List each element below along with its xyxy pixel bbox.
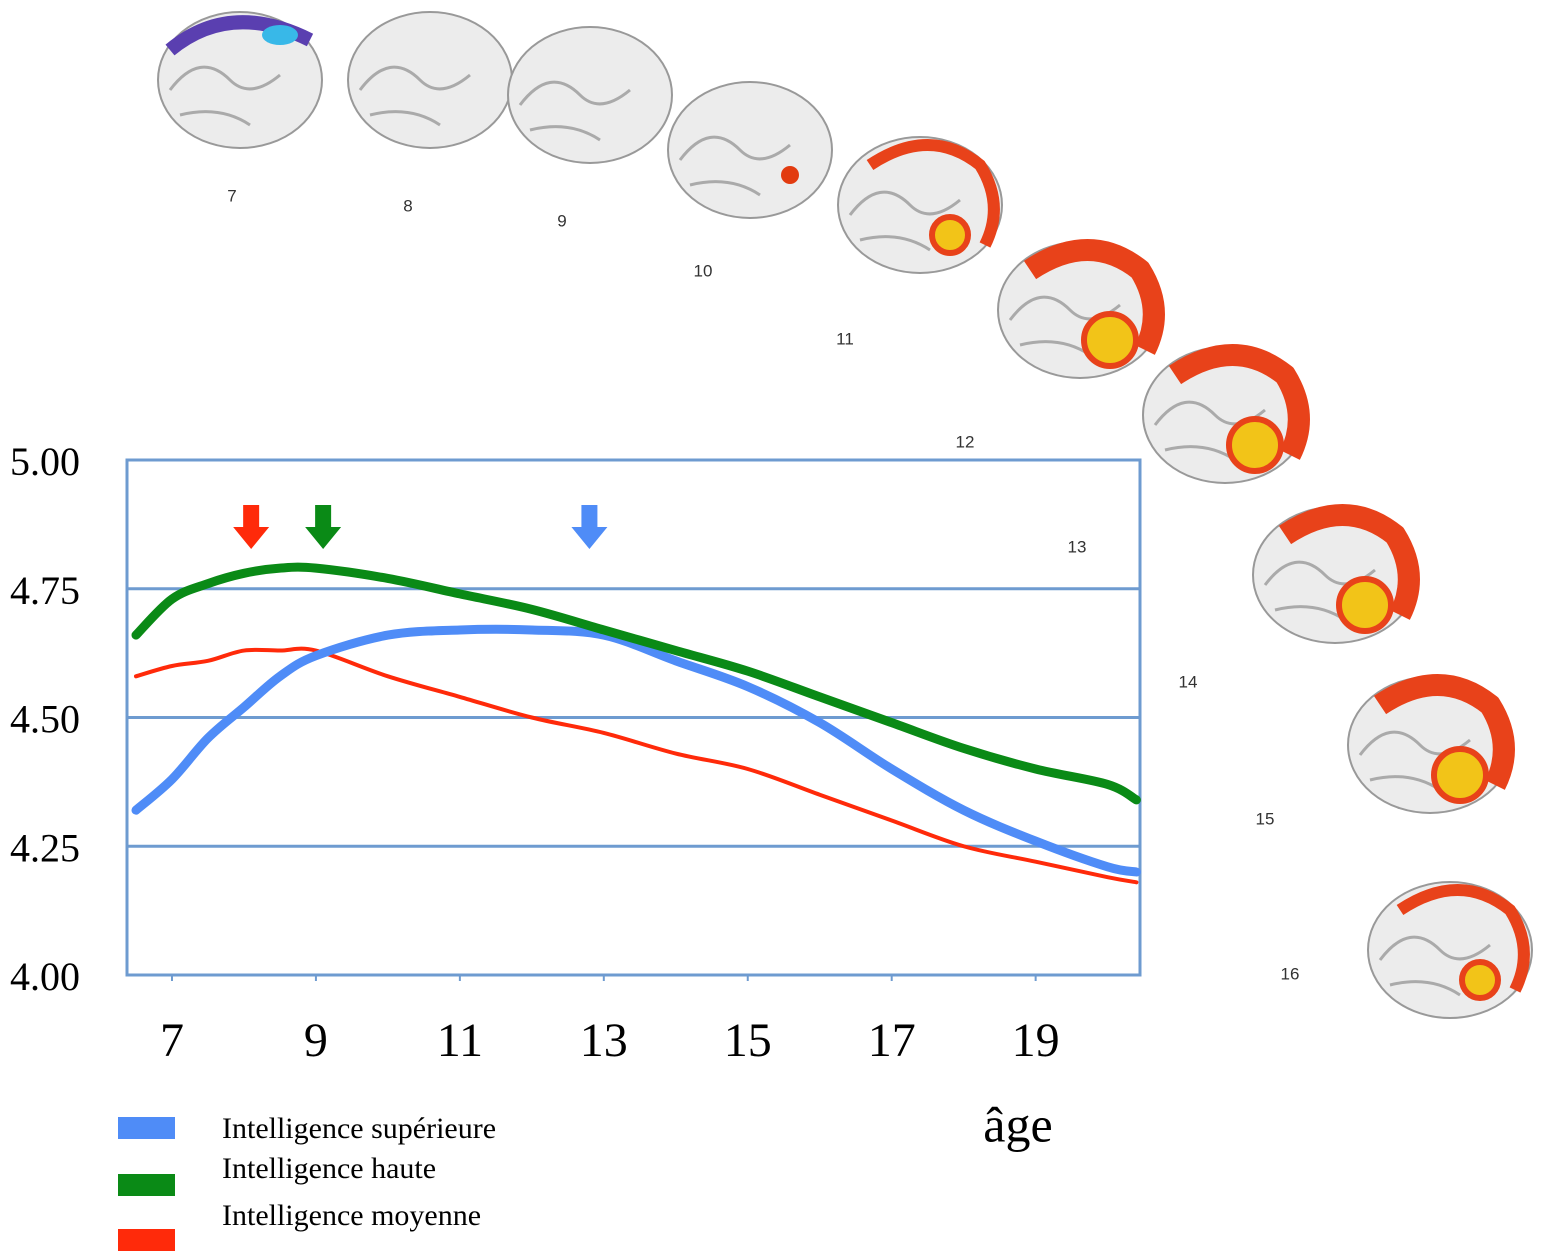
y-tick-label: 4.75 [10,568,80,613]
x-tick-label: 11 [437,1014,483,1067]
activation [1434,749,1486,801]
activation [781,166,799,184]
brain-age-label: 8 [403,196,412,215]
x-axis-title: âge [983,1096,1052,1152]
legend-swatch [118,1117,175,1139]
chart: âge 7 8 9 10 11 12 13 14 15 16 4.00 4.25 4.50 4.75 5.0… [0,0,1542,1255]
data-line [136,567,1136,800]
brain-age-label: 10 [694,261,713,280]
brain-image [508,27,672,163]
brain-image [998,242,1162,378]
brain-image [668,82,832,218]
brain-image [158,12,322,148]
y-tick-label: 5.00 [10,439,80,484]
brain-image [1368,882,1532,1018]
brain-age-label: 12 [956,432,975,451]
brain-age-label: 13 [1068,537,1087,556]
x-tick-label: 9 [304,1014,328,1067]
x-tick-label: 19 [1012,1014,1060,1067]
brain-image [838,137,1002,273]
data-line [136,629,1136,872]
y-tick-label: 4.25 [10,825,80,870]
y-tick-label: 4.50 [10,697,80,742]
brain-age-label: 14 [1179,672,1198,691]
activation [1229,419,1281,471]
x-tick-label: 7 [160,1014,184,1067]
peak-arrow [571,505,607,549]
peak-arrow [305,505,341,549]
activation [1084,314,1136,366]
x-tick-label: 13 [580,1014,628,1067]
brain-image [1143,347,1307,483]
peak-arrow [233,505,269,549]
brain-age-label: 15 [1256,809,1275,828]
legend-label: Intelligence haute [222,1152,436,1185]
x-tick-label: 15 [724,1014,772,1067]
x-tick-label: 17 [868,1014,916,1067]
legend-label: Intelligence moyenne [222,1199,481,1232]
activation [932,217,968,253]
legend-label: Intelligence supérieure [222,1112,496,1145]
brain-image [1348,677,1512,813]
brain-outline [508,27,672,163]
activation [262,25,298,45]
brain-age-label: 9 [557,211,566,230]
y-tick-label: 4.00 [10,954,80,999]
brain-age-label: 7 [227,186,236,205]
brain-age-label: 11 [836,329,854,348]
brain-outline [348,12,512,148]
activation [1462,962,1498,998]
brain-age-label: 16 [1281,964,1300,983]
activation [1339,579,1391,631]
legend-swatch [118,1174,175,1196]
brain-image [1253,507,1417,643]
brain-outline [668,82,832,218]
legend-swatch [118,1229,175,1251]
brain-image [348,12,512,148]
